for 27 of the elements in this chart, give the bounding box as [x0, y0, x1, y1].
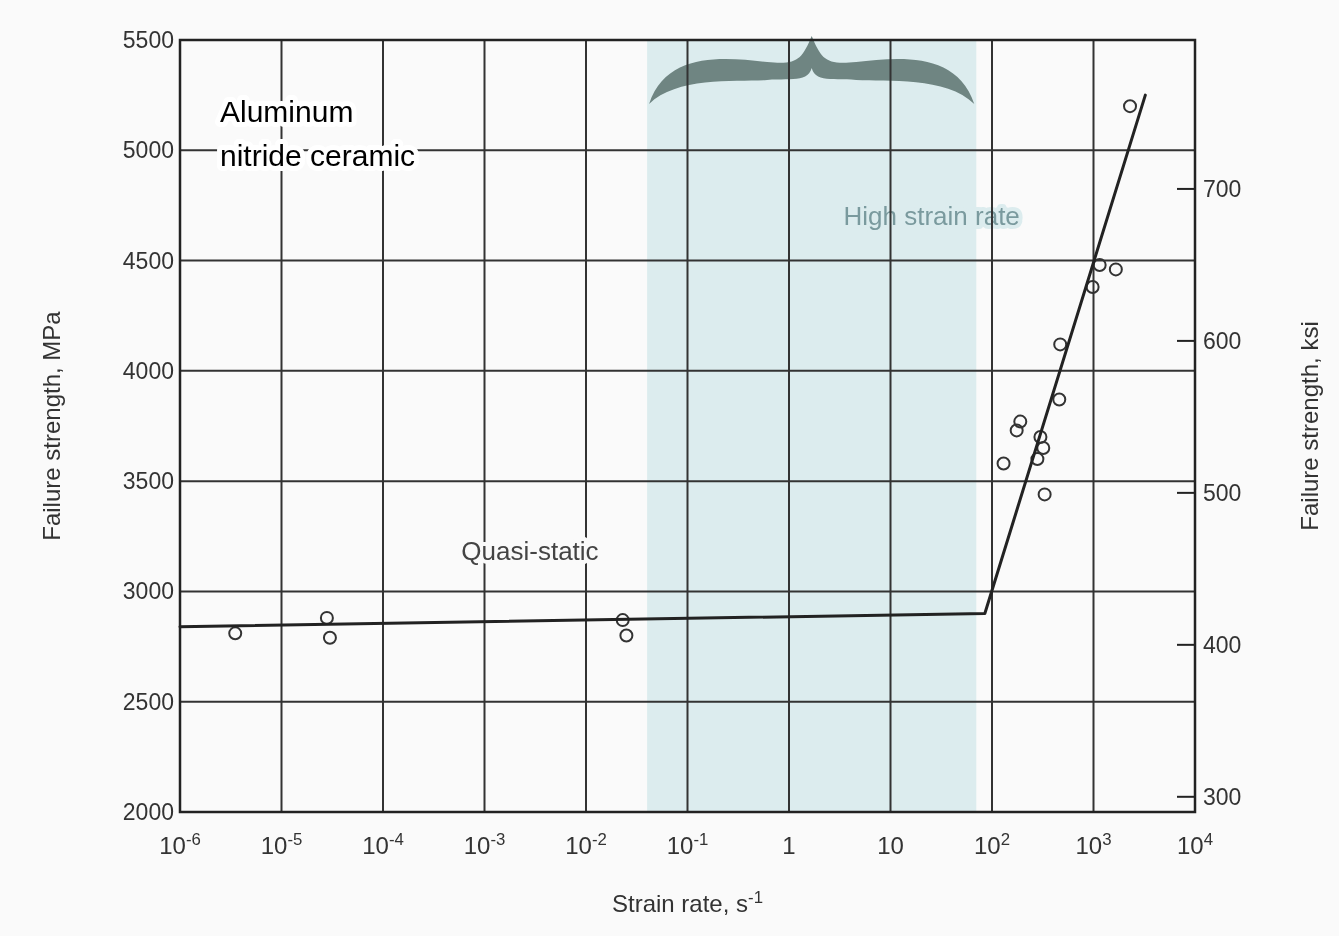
x-tick-label: 10$^{-2}$	[565, 829, 607, 859]
y2-tick-label: 400	[1203, 631, 1242, 658]
y2-tick-label: 300	[1203, 783, 1242, 810]
x-tick-label: 10$^{3}$	[1075, 829, 1112, 859]
y-tick-label: 5000	[122, 137, 174, 164]
x-tick-label: 10$^{-5}$	[260, 829, 303, 859]
x-tick-label: 10$^{-1}$	[666, 829, 709, 859]
y-tick-label: 2000	[122, 799, 174, 825]
y-tick-label: 2500	[122, 688, 174, 715]
y-tick-label: 3000	[122, 578, 174, 605]
y-tick-label: 4500	[122, 247, 174, 274]
y-tick-label: 3500	[122, 468, 174, 495]
y2-tick-label: 700	[1203, 175, 1242, 202]
y-tick-label: 5500	[122, 27, 174, 53]
x-axis-title: Strain rate, s$^{-1}$	[612, 887, 763, 917]
y-tick-label: 4000	[122, 357, 174, 384]
x-tick-label: 10$^{4}$	[1176, 829, 1214, 859]
y2-tick-label: 600	[1203, 327, 1242, 354]
x-tick-label: 10$^{-3}$	[463, 829, 506, 859]
y-axis-title: Failure strength, MPa	[38, 310, 65, 541]
y2-axis-title: Failure strength, ksi	[1296, 321, 1323, 531]
y2-tick-label: 500	[1203, 479, 1242, 506]
x-tick-label: 10$^{-4}$	[362, 829, 404, 859]
x-tick-label: 1	[782, 832, 796, 859]
x-tick-label: 10$^{2}$	[973, 829, 1011, 859]
x-tick-label: 10$^{-6}$	[159, 829, 201, 859]
x-tick-label: 10	[877, 832, 904, 859]
